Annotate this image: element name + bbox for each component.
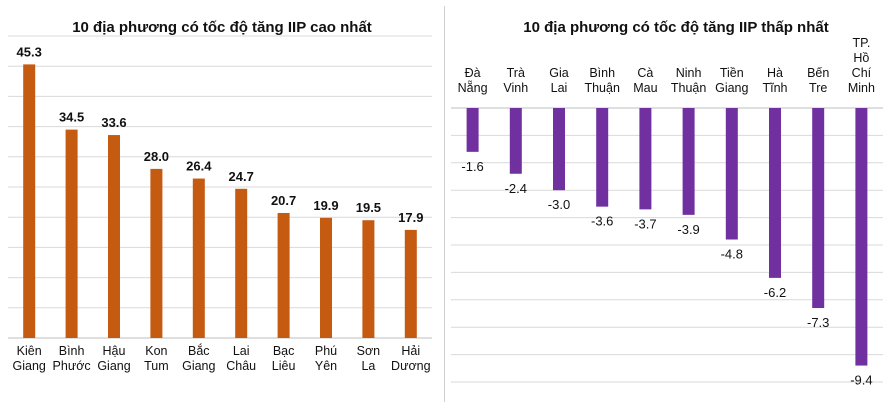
- category-label: Liêu: [272, 359, 296, 373]
- category-label: Bến: [807, 66, 829, 80]
- category-label: Sơn: [357, 344, 381, 358]
- category-label: Bắc: [188, 343, 210, 358]
- data-label: 26.4: [186, 159, 212, 174]
- data-label: -9.4: [850, 373, 872, 388]
- category-label: Ninh: [676, 66, 702, 80]
- bar: [855, 108, 868, 366]
- category-label: Giang: [13, 359, 46, 373]
- category-label: Lai: [233, 344, 250, 358]
- data-label: 20.7: [271, 193, 296, 208]
- category-label: Hồ: [853, 51, 869, 65]
- bar: [23, 64, 36, 338]
- category-label: Tre: [809, 81, 827, 95]
- chart-title: 10 địa phương có tốc độ tăng IIP cao nhấ…: [72, 19, 372, 36]
- bar: [404, 229, 417, 338]
- bar: [277, 212, 290, 338]
- category-label: TP.: [852, 36, 870, 50]
- data-label: 19.5: [356, 200, 381, 215]
- category-label: Trà: [507, 66, 525, 80]
- category-label: La: [361, 359, 375, 373]
- category-label: Bình: [59, 344, 85, 358]
- data-label: -3.6: [591, 214, 613, 229]
- category-label: Giang: [182, 359, 215, 373]
- bar: [596, 108, 609, 207]
- category-label: Tum: [144, 359, 169, 373]
- data-label: -3.9: [677, 222, 699, 237]
- category-label: Hậu: [103, 344, 126, 358]
- category-label: Giang: [97, 359, 130, 373]
- bar: [509, 108, 522, 174]
- category-label: Bạc: [273, 344, 295, 358]
- chart-title: 10 địa phương có tốc độ tăng IIP thấp nh…: [523, 19, 828, 36]
- data-label: 28.0: [144, 149, 169, 164]
- category-label: Phước: [53, 359, 91, 373]
- bar: [108, 135, 120, 338]
- data-label: 45.3: [17, 44, 42, 59]
- bar: [769, 108, 781, 278]
- chart-lowest-iip: 10 địa phương có tốc độ tăng IIP thấp nh…: [451, 19, 883, 388]
- bar: [192, 178, 205, 338]
- bar: [466, 108, 479, 152]
- category-label: Nẵng: [458, 80, 488, 95]
- category-label: Hà: [767, 66, 783, 80]
- category-label: Phú: [315, 344, 337, 358]
- bar: [235, 188, 248, 338]
- category-label: Lai: [551, 81, 568, 95]
- category-label: Cà: [637, 66, 653, 80]
- category-label: Chí: [852, 66, 872, 80]
- data-label: -3.7: [634, 216, 656, 231]
- bar: [65, 129, 78, 338]
- bar: [639, 108, 652, 210]
- chart-highest-iip: 10 địa phương có tốc độ tăng IIP cao nhấ…: [8, 19, 432, 373]
- category-label: Đà: [465, 66, 481, 80]
- category-label: Tiền: [720, 66, 744, 80]
- category-label: Kiên: [17, 344, 42, 358]
- bar: [320, 217, 332, 338]
- data-label: 17.9: [398, 210, 423, 225]
- data-label: 34.5: [59, 110, 84, 125]
- bar: [150, 168, 163, 338]
- category-label: Vinh: [503, 81, 528, 95]
- category-label: Thuận: [584, 81, 619, 95]
- data-label: 24.7: [229, 169, 254, 184]
- category-label: Tĩnh: [762, 81, 787, 95]
- category-label: Dương: [391, 359, 431, 373]
- data-label: -4.8: [721, 247, 743, 262]
- panel-divider: [444, 6, 445, 402]
- category-label: Thuận: [671, 81, 706, 95]
- bar: [553, 108, 565, 191]
- bar: [725, 108, 738, 240]
- bar: [812, 108, 825, 309]
- category-label: Châu: [226, 359, 256, 373]
- category-label: Bình: [589, 66, 615, 80]
- category-label: Minh: [848, 81, 875, 95]
- data-label: 33.6: [101, 115, 126, 130]
- category-label: Kon: [145, 344, 167, 358]
- bar: [362, 220, 375, 338]
- data-label: 19.9: [313, 198, 338, 213]
- data-label: -3.0: [548, 197, 570, 212]
- data-label: -6.2: [764, 285, 786, 300]
- category-label: Giang: [715, 81, 748, 95]
- category-label: Gia: [549, 66, 569, 80]
- data-label: -2.4: [505, 181, 527, 196]
- data-label: -7.3: [807, 315, 829, 330]
- bar: [682, 108, 695, 215]
- category-label: Mau: [633, 81, 657, 95]
- category-label: Yên: [315, 359, 337, 373]
- category-label: Hải: [401, 344, 420, 358]
- data-label: -1.6: [461, 159, 483, 174]
